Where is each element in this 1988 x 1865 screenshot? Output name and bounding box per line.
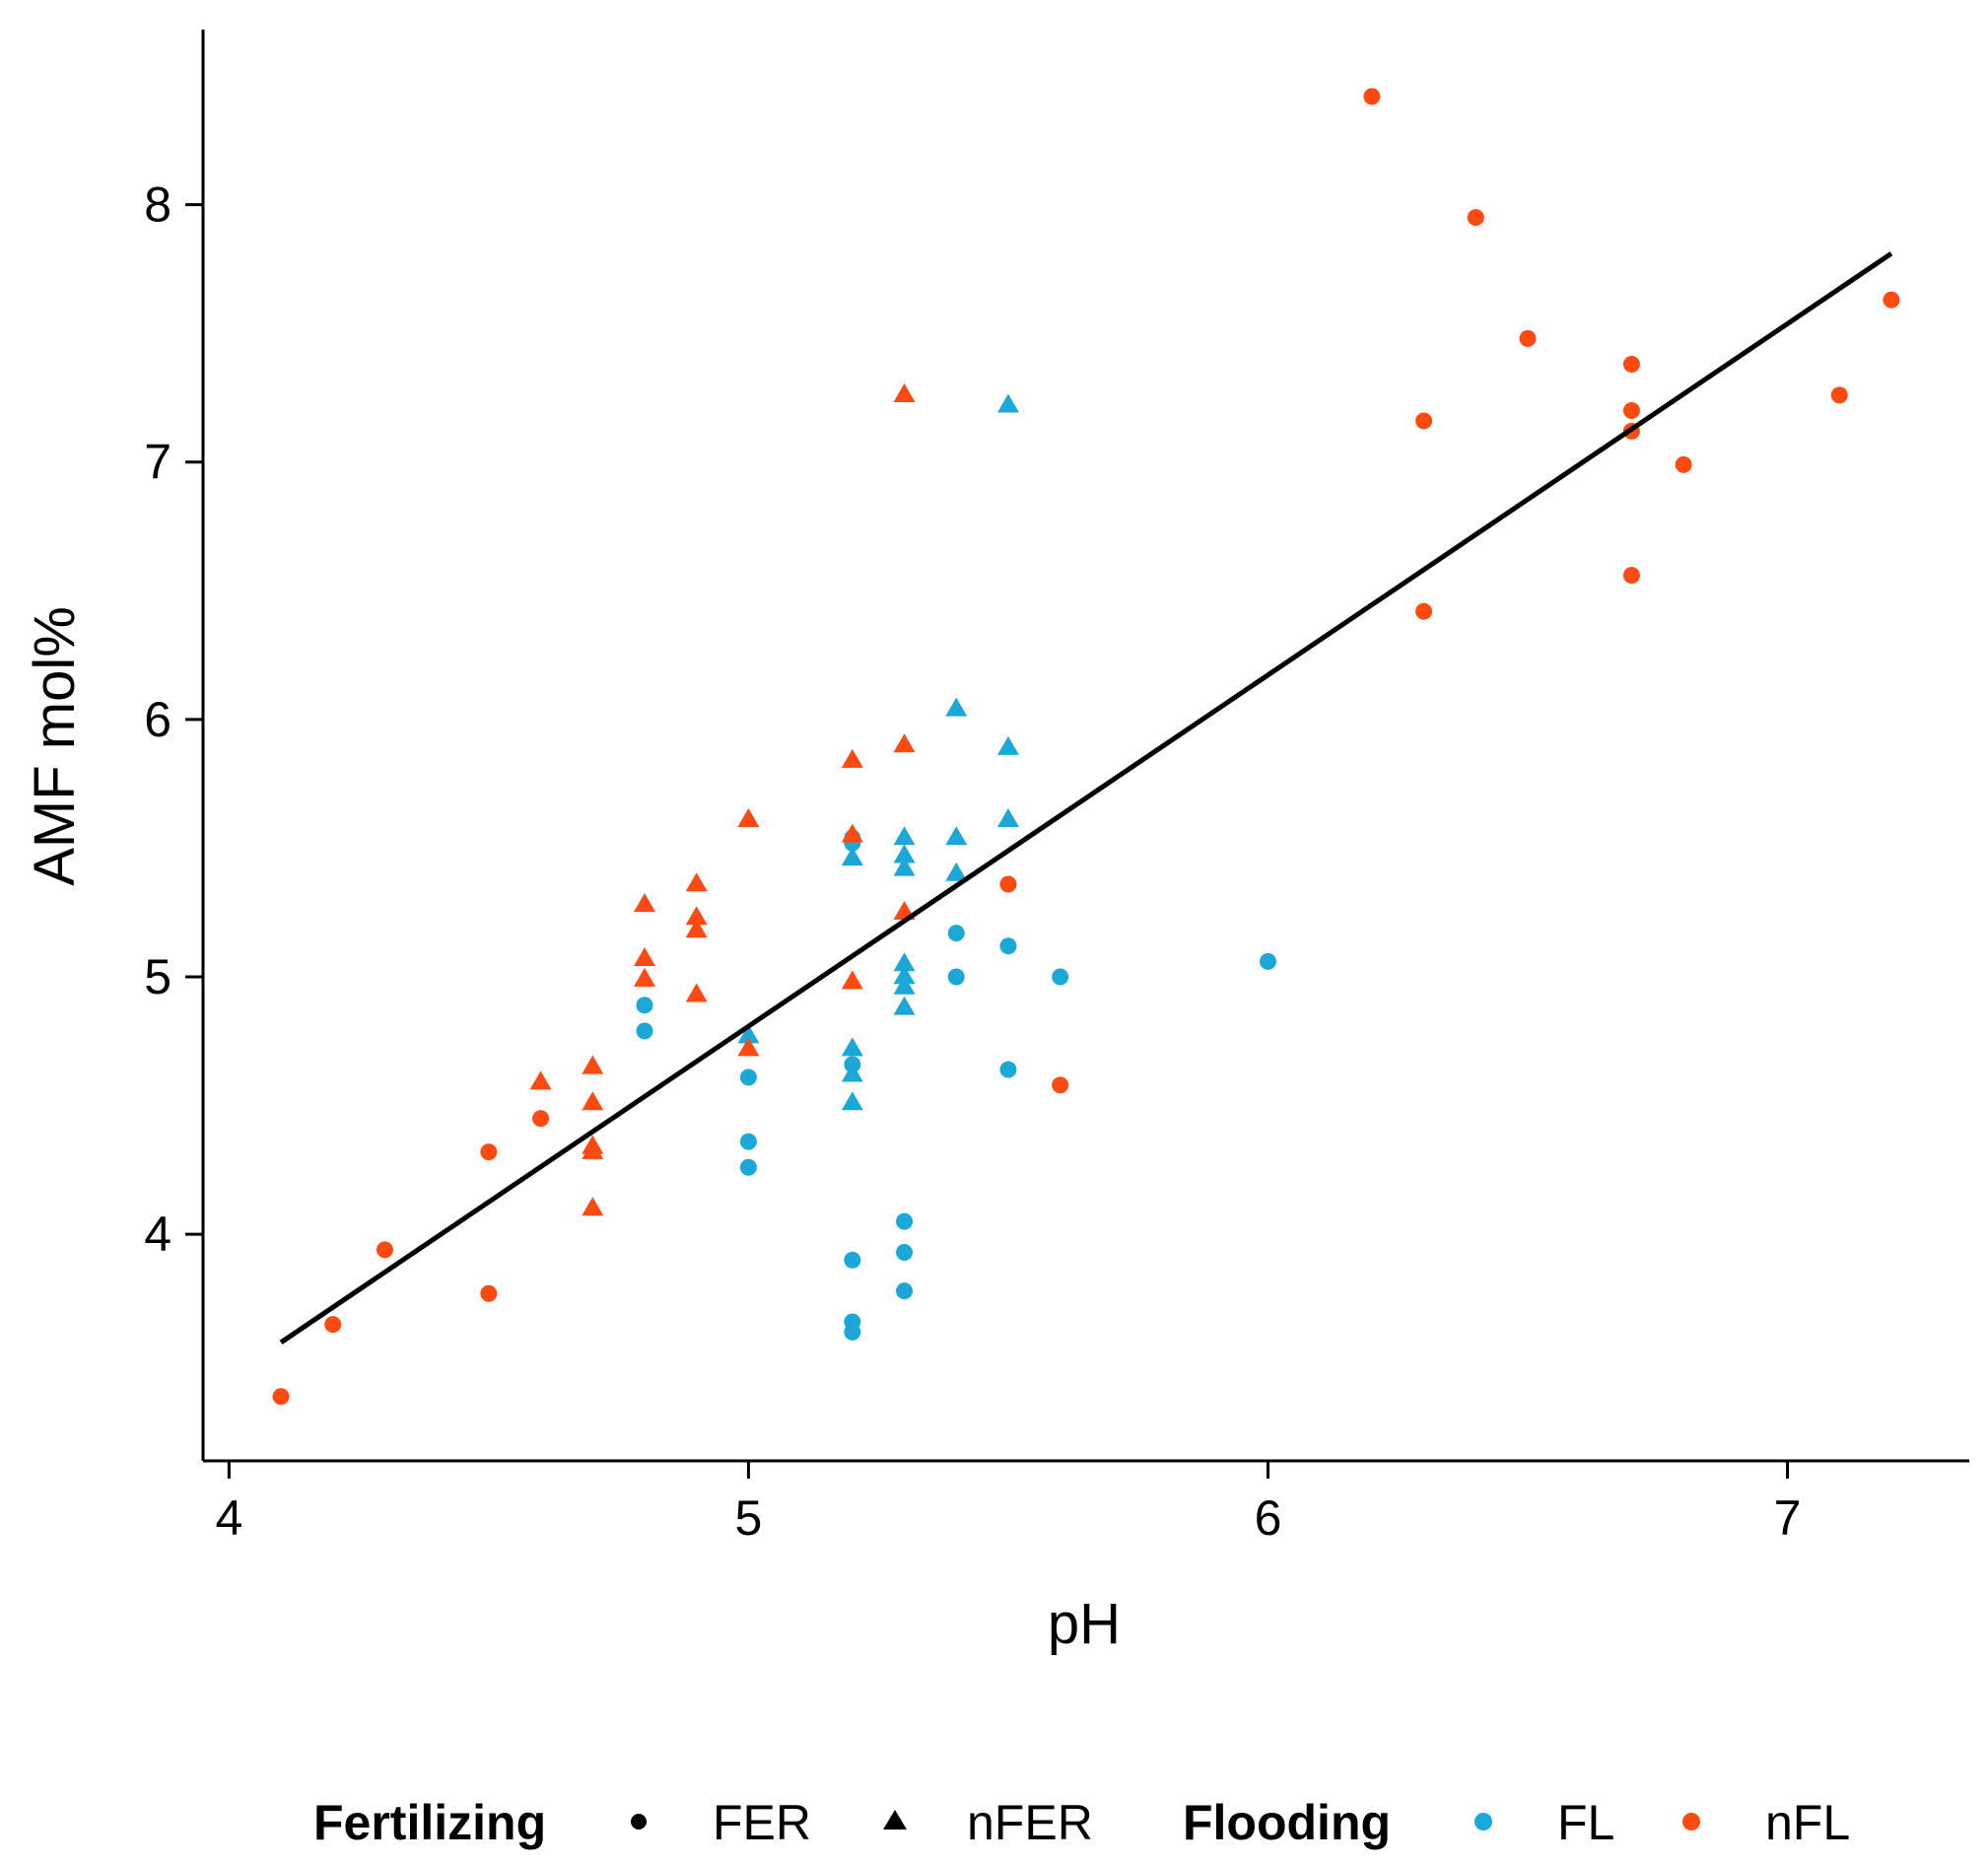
point-nfer-nfl [582, 1140, 604, 1159]
legend-key-nfer [883, 1810, 907, 1830]
point-fer-nfl [1622, 355, 1640, 373]
point-nfer-fl [996, 393, 1019, 413]
legend-key-nfl [1682, 1813, 1700, 1830]
point-nfer-nfl [529, 1071, 552, 1090]
point-fer-fl [896, 1243, 914, 1261]
point-nfer-nfl [582, 1197, 604, 1216]
y-tick-label: 5 [144, 949, 171, 1004]
legend-label-fl: FL [1557, 1795, 1614, 1850]
point-fer-nfl [1363, 88, 1381, 105]
point-nfer-fl [893, 826, 916, 846]
x-tick-label: 6 [1255, 1490, 1282, 1546]
point-nfer-nfl [685, 919, 708, 938]
point-nfer-nfl [893, 733, 916, 753]
point-fer-nfl [1675, 455, 1692, 473]
point-fer-nfl [480, 1143, 498, 1161]
legend-key-fer [631, 1814, 647, 1830]
point-fer-nfl [376, 1241, 393, 1259]
point-nfer-fl [841, 1091, 863, 1111]
point-fer-nfl [999, 875, 1017, 893]
point-nfer-nfl [893, 383, 916, 403]
legend-key-fl [1474, 1813, 1492, 1830]
point-fer-nfl [532, 1110, 550, 1128]
legend-title-flooding: Flooding [1183, 1795, 1391, 1850]
point-fer-nfl [1415, 602, 1433, 620]
point-fer-nfl [272, 1388, 290, 1406]
x-tick-label: 5 [735, 1490, 763, 1546]
point-fer-fl [999, 937, 1017, 955]
point-fer-nfl [1519, 329, 1537, 347]
x-axis-title: pH [1048, 1592, 1121, 1656]
point-nfer-fl [841, 1063, 863, 1082]
point-fer-fl [999, 1061, 1017, 1078]
point-nfer-nfl [841, 823, 863, 843]
y-tick-label: 7 [144, 435, 171, 490]
point-nfer-fl [841, 847, 863, 866]
point-fer-nfl [1467, 209, 1484, 227]
point-fer-fl [1052, 968, 1069, 986]
point-fer-fl [844, 1323, 861, 1341]
point-fer-nfl [1830, 386, 1848, 404]
point-nfer-nfl [685, 872, 708, 892]
point-nfer-fl [893, 965, 916, 985]
y-tick-label: 6 [144, 692, 171, 747]
point-fer-nfl [1622, 567, 1640, 585]
point-nfer-fl [893, 952, 916, 972]
point-nfer-fl [893, 996, 916, 1015]
point-nfer-fl [945, 697, 968, 717]
y-tick-label: 8 [144, 177, 171, 233]
point-fer-nfl [1052, 1076, 1069, 1094]
point-nfer-fl [945, 826, 968, 846]
point-fer-nfl [1883, 291, 1900, 309]
point-nfer-fl [893, 975, 916, 995]
x-tick-label: 7 [1774, 1490, 1802, 1546]
point-fer-nfl [480, 1284, 498, 1302]
legend-label-nfer: nFER [967, 1795, 1093, 1850]
point-nfer-nfl [841, 748, 863, 768]
point-nfer-fl [996, 807, 1019, 827]
point-nfer-fl [737, 1024, 760, 1044]
point-fer-fl [844, 1251, 861, 1269]
x-tick-label: 4 [215, 1490, 242, 1546]
point-fer-fl [636, 1022, 653, 1040]
point-nfer-fl [945, 862, 968, 881]
point-fer-fl [896, 1282, 914, 1300]
point-fer-fl [739, 1158, 757, 1176]
y-axis-ticks: 4 5 6 7 8 [144, 177, 203, 1262]
point-fer-nfl [324, 1316, 342, 1334]
y-tick-label: 4 [144, 1207, 171, 1262]
legend-label-fer: FER [713, 1795, 811, 1850]
point-fer-fl [636, 997, 653, 1014]
point-nfer-fl [996, 735, 1019, 755]
point-fer-nfl [1622, 402, 1640, 420]
point-fer-fl [739, 1133, 757, 1150]
point-fer-fl [739, 1069, 757, 1086]
legend-label-nfl: nFL [1765, 1795, 1850, 1850]
point-nfer-nfl [582, 1055, 604, 1074]
legend: Fertilizing FER nFER Flooding FL nFL [313, 1795, 1850, 1850]
point-nfer-nfl [841, 970, 863, 990]
point-fer-fl [947, 968, 965, 986]
point-fer-fl [896, 1212, 914, 1230]
point-nfer-nfl [634, 946, 655, 966]
point-nfer-fl [893, 857, 916, 876]
point-nfer-nfl [634, 967, 655, 987]
point-fer-fl [1259, 952, 1276, 970]
x-axis-ticks: 4 5 6 7 [215, 1461, 1801, 1546]
point-nfer-nfl [737, 1037, 760, 1057]
point-nfer-nfl [685, 983, 708, 1002]
point-nfer-nfl [685, 906, 708, 926]
y-axis-title: AMF mol% [23, 606, 87, 886]
point-fer-nfl [1415, 412, 1433, 430]
point-nfer-nfl [582, 1091, 604, 1111]
point-nfer-fl [893, 844, 916, 863]
point-fer-fl [947, 925, 965, 942]
point-nfer-nfl [634, 893, 655, 913]
regression-line [279, 251, 1893, 1345]
legend-title-fertilizing: Fertilizing [313, 1795, 546, 1850]
point-nfer-fl [841, 1037, 863, 1057]
point-nfer-nfl [737, 807, 760, 827]
